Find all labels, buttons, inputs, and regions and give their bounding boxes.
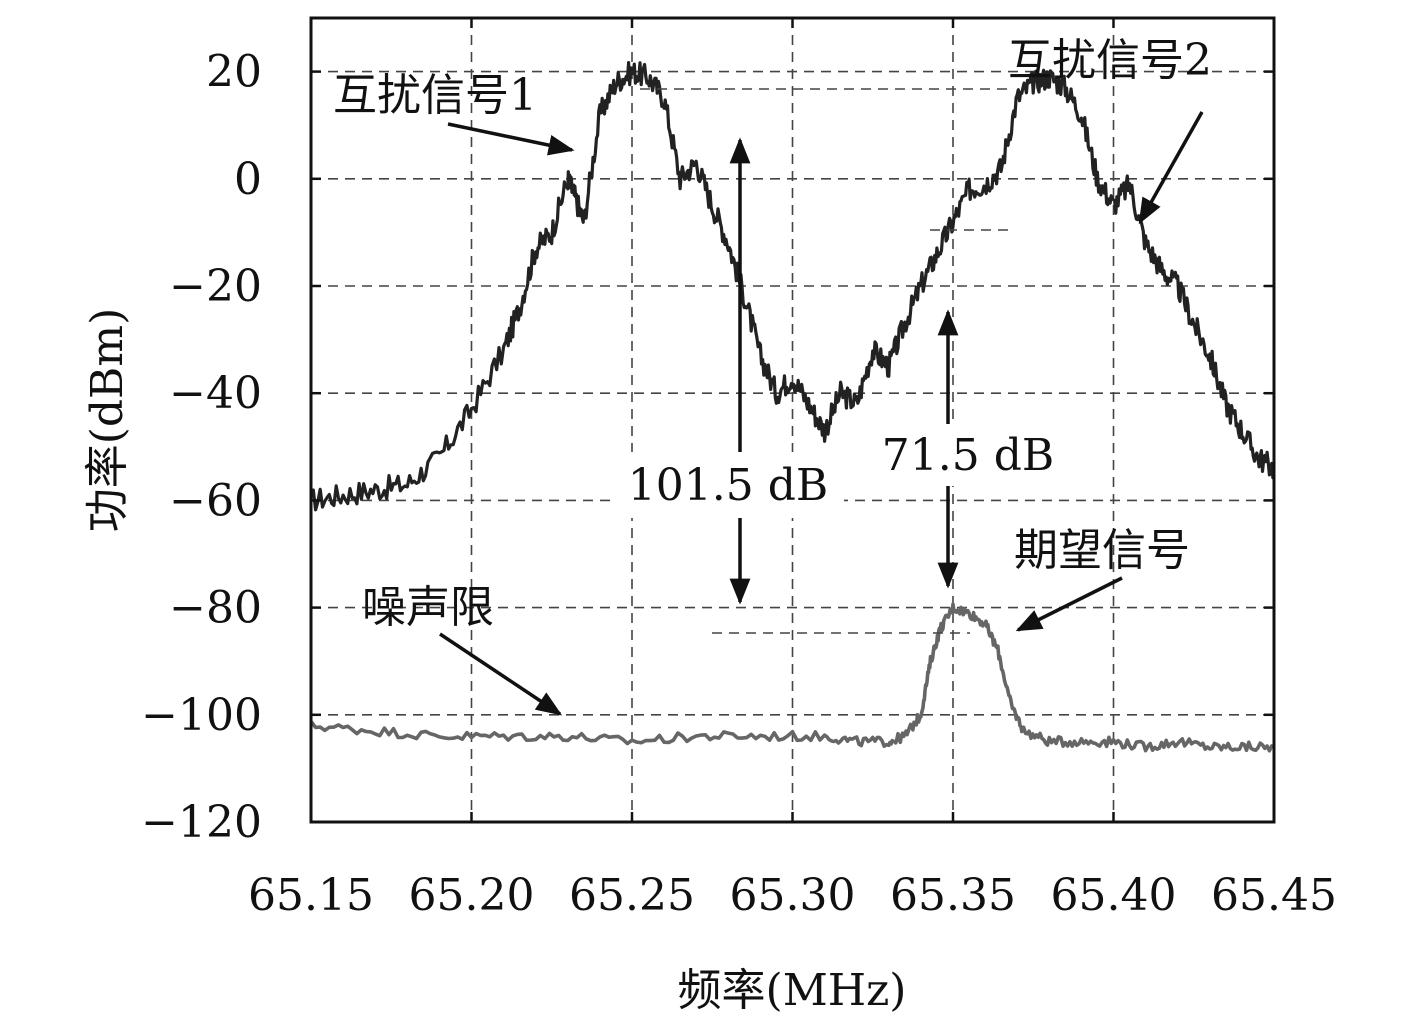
y-tick-label: −120 [141,797,262,848]
x-tick-label: 65.25 [569,870,695,921]
y-tick-label: 0 [234,154,262,205]
arrow-noise-floor [439,632,563,716]
x-tick-label: 65.15 [248,870,374,921]
annotation-interference-1: 互扰信号1 [333,70,537,121]
x-tick-label: 65.20 [409,870,535,921]
arrow-interference-1 [447,122,575,156]
y-tick-label: −60 [169,475,262,526]
annotation-71-5db: 71.5 dB [882,430,1054,481]
y-tick-label: −80 [169,583,262,634]
annotation-interference-2: 互扰信号2 [1008,35,1212,86]
x-tick-label: 65.40 [1051,870,1177,921]
x-axis-label: 频率(MHz) [678,965,907,1016]
annotation-desired-signal: 期望信号 [1014,525,1190,576]
grid-lines [311,18,1274,822]
annotation-101-5db: 101.5 dB [628,460,828,511]
y-axis-label: 功率(dBm) [82,308,133,533]
y-tick-label: 20 [206,47,262,98]
label-bg-71-5db [868,424,1068,486]
y-tick-labels: −120 −100 −80 −60 −40 −20 0 20 [141,47,262,848]
x-tick-label: 65.30 [730,870,856,921]
x-tick-label: 65.35 [890,870,1016,921]
series-line-interference [310,61,1276,512]
x-tick-labels: 65.15 65.20 65.25 65.30 65.35 65.40 65.45 [248,870,1337,921]
series-line-desired-noise [309,602,1275,753]
arrow-desired-signal [1015,576,1123,632]
y-tick-label: −20 [169,261,262,312]
axis-ticks [309,18,1276,824]
arrow-interference-2 [1138,111,1204,225]
label-bg-101-5db [612,452,844,518]
annotation-noise-floor: 噪声限 [362,582,494,633]
series-group [309,61,1276,753]
y-tick-label: −40 [169,368,262,419]
y-tick-label: −100 [141,690,262,741]
x-tick-label: 65.45 [1211,870,1337,921]
